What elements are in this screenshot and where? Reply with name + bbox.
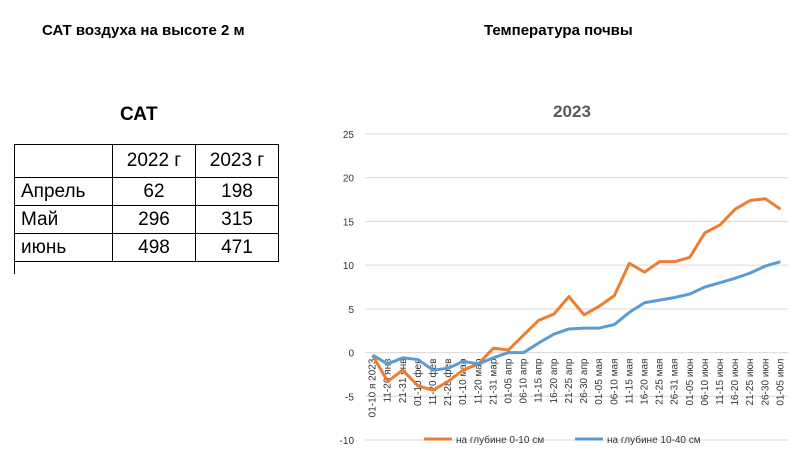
table-title: САТ [120,104,158,125]
y-tick-label: 15 [343,217,355,228]
x-tick-label: 01-05 июл [775,358,786,405]
row-label: Апрель [14,177,113,206]
x-tick-label: 11-20 мар [473,358,484,404]
table-header-2022: 2022 г [112,144,196,178]
cell-2022: 498 [112,233,196,262]
x-tick-label: 06-10 мая [609,359,620,405]
x-tick-label: 21-25 апр [564,358,575,403]
x-tick-label: 01-05 апр [504,358,515,403]
x-tick-label: 01-05 мая [594,359,605,405]
y-tick-label: 5 [348,305,354,316]
x-tick-label: 26-30 апр [579,358,590,403]
x-tick-label: 26-30 июн [760,359,771,406]
x-tick-label: 01-10 фев [412,359,424,406]
x-tick-label: 01-10 мар [458,358,469,405]
y-tick-label: 10 [343,261,355,272]
sat-heading: САТ воздуха на высоте 2 м [42,22,245,39]
x-tick-label: 11-15 июн [715,359,726,405]
y-tick-label: 20 [343,174,355,185]
x-tick-label: 21-25 июн [745,359,756,406]
cell-2023: 198 [195,177,279,206]
legend-label-series-1: на глубине 0-10 см [456,434,544,446]
x-tick-label: 11-15 мая [624,359,635,404]
x-tick-label: 06-10 июн [700,359,711,406]
x-tick-label: 21-25 мая [655,359,666,405]
table-header-empty [14,144,113,178]
cell-2023: 471 [195,233,279,262]
x-tick-label: 01-10 я 2023 [368,358,379,417]
y-tick-label: 0 [348,349,354,360]
legend-label-series-2: на глубине 10-40 см [607,434,701,446]
y-axis: -10 -5 0 5 10 15 20 25 [340,130,355,447]
x-tick-label: 26-31 мая [670,359,681,405]
x-tick-label: 16-20 июн [730,359,741,406]
table-border-tail [14,262,15,274]
y-tick-label: 25 [343,130,355,141]
cell-2023: 315 [195,205,279,234]
x-tick-label: 21-31 мар [488,358,499,405]
series-line-2 [371,260,781,372]
sat-table: 2022 г 2023 г Апрель 62 198 Май 296 315 … [14,144,279,262]
table-header-row: 2022 г 2023 г [14,144,279,178]
series-line-1 [371,197,782,392]
x-tick-label: 06-10 апр [519,358,530,403]
x-tick-label: 01-05 июн [685,359,696,406]
row-label: июнь [14,233,113,262]
chart-title: 2023 [553,102,591,121]
table-header-2023: 2023 г [195,144,279,178]
soil-temperature-heading: Температура почвы [484,22,633,39]
table-row: Май 296 315 [14,205,279,234]
grid-layer [365,133,788,441]
cell-2022: 62 [112,177,196,206]
x-tick-label: 16-20 мая [639,359,650,405]
cell-2022: 296 [112,205,196,234]
series-layer [371,197,782,392]
table-row: Апрель 62 198 [14,177,279,206]
row-label: Май [14,205,113,234]
table-row: июнь 498 471 [14,233,279,262]
x-tick-label: 11-15 апр [534,358,545,403]
x-tick-label: 16-20 апр [549,358,560,403]
y-tick-label: -5 [345,392,354,403]
legend: на глубине 0-10 см на глубине 10-40 см [424,434,701,446]
y-tick-label: -10 [340,436,355,447]
x-tick-label: 21-31 янв [398,359,409,404]
